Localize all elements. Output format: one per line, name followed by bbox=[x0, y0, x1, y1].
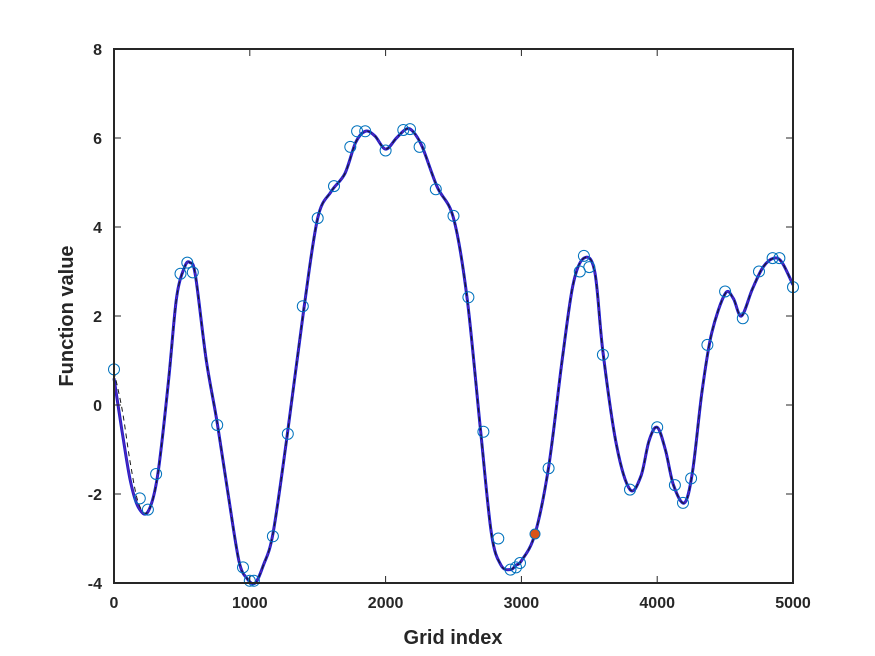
series-dashed-line bbox=[113, 128, 794, 585]
sample-point bbox=[668, 479, 681, 492]
y-axis-label: Function value bbox=[56, 245, 78, 386]
sample-point bbox=[237, 561, 249, 574]
data-layer bbox=[108, 123, 799, 587]
sample-point bbox=[133, 492, 146, 505]
sample-point bbox=[651, 421, 664, 434]
x-tick-label: 4000 bbox=[639, 595, 675, 612]
sample-point bbox=[174, 267, 187, 280]
sample-point bbox=[429, 183, 442, 196]
y-tick-label: 6 bbox=[93, 131, 102, 148]
sample-point bbox=[542, 462, 555, 475]
sample-point bbox=[141, 503, 154, 516]
sample-point bbox=[351, 125, 364, 138]
y-axis: -4 -2 0 2 4 6 8 bbox=[88, 42, 793, 593]
x-tick-label: 1000 bbox=[232, 595, 268, 612]
sample-point bbox=[243, 574, 256, 587]
sample-point bbox=[462, 291, 475, 304]
x-axis: 0 1000 2000 3000 4000 5000 bbox=[110, 49, 811, 612]
sample-point bbox=[181, 256, 194, 269]
sample-point bbox=[281, 427, 294, 440]
y-tick-label: -4 bbox=[88, 576, 102, 593]
sample-point bbox=[311, 212, 324, 225]
x-tick-label: 5000 bbox=[775, 595, 811, 612]
sample-point bbox=[624, 483, 636, 496]
sample-point bbox=[677, 496, 689, 509]
plot-area bbox=[114, 49, 793, 583]
sample-point bbox=[504, 563, 517, 576]
y-tick-label: -2 bbox=[88, 487, 102, 504]
sample-point bbox=[266, 530, 279, 543]
sample-point bbox=[773, 252, 786, 265]
sample-point bbox=[701, 338, 714, 351]
x-tick-label: 0 bbox=[110, 595, 119, 612]
sample-point bbox=[492, 532, 505, 545]
sample-point bbox=[577, 249, 590, 262]
highlight-point bbox=[529, 528, 541, 540]
sample-point bbox=[685, 472, 698, 485]
sample-point bbox=[344, 140, 357, 153]
y-tick-label: 0 bbox=[93, 398, 102, 415]
y-tick-label: 4 bbox=[93, 220, 102, 237]
x-tick-label: 3000 bbox=[504, 595, 540, 612]
sample-point bbox=[583, 261, 596, 274]
y-tick-label: 2 bbox=[93, 309, 102, 326]
sample-point bbox=[379, 144, 392, 157]
sample-point bbox=[447, 209, 460, 222]
sample-point bbox=[477, 425, 490, 438]
sample-point bbox=[753, 265, 765, 278]
sample-point bbox=[247, 574, 260, 587]
sample-point bbox=[186, 266, 199, 279]
sample-point bbox=[413, 140, 426, 153]
sample-point bbox=[510, 561, 522, 574]
sample-point bbox=[397, 124, 410, 136]
sample-point bbox=[736, 312, 749, 325]
y-tick-label: 8 bbox=[93, 42, 102, 59]
x-axis-label: Grid index bbox=[404, 627, 503, 649]
sample-point bbox=[328, 180, 340, 193]
sample-point bbox=[766, 252, 779, 265]
sample-point bbox=[359, 125, 372, 138]
sample-point bbox=[211, 419, 224, 431]
sample-point bbox=[596, 348, 609, 361]
sample-point bbox=[150, 468, 163, 480]
sample-point bbox=[404, 123, 416, 136]
x-tick-label: 2000 bbox=[368, 595, 404, 612]
sample-point bbox=[719, 285, 732, 298]
sample-point bbox=[514, 557, 526, 569]
sample-point bbox=[296, 300, 309, 313]
